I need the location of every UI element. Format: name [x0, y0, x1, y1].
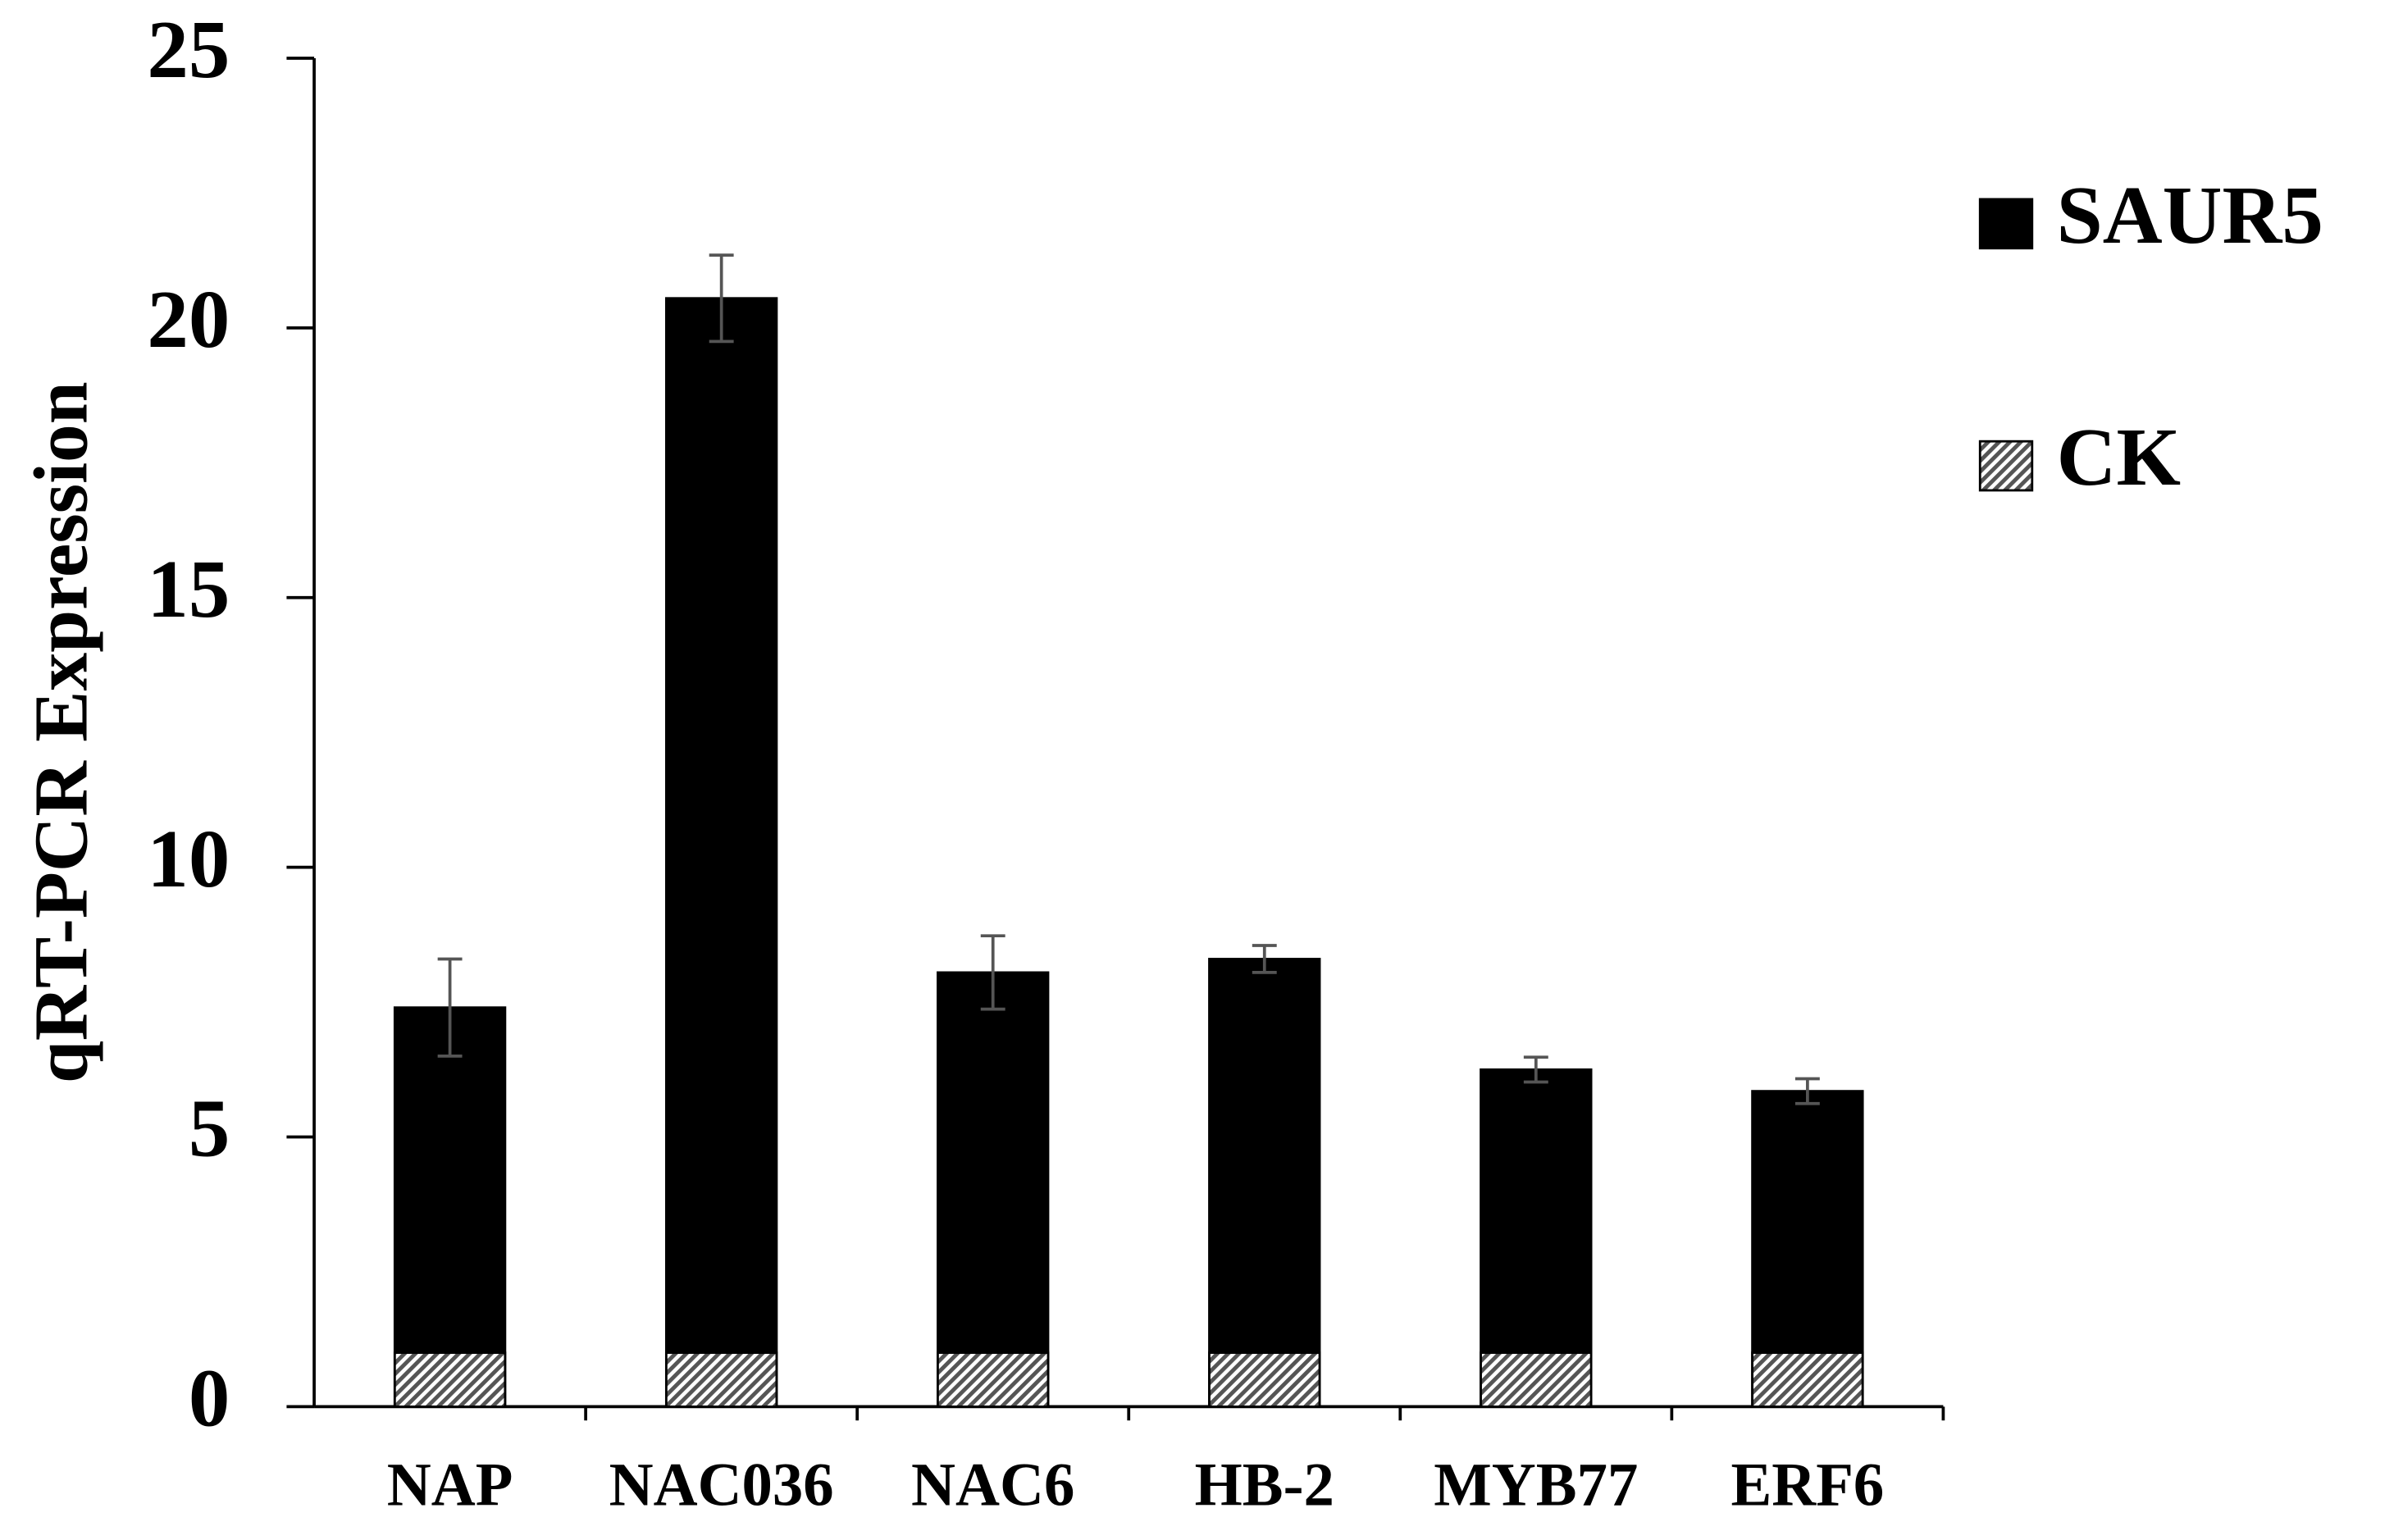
- bar: [664, 1351, 778, 1408]
- error-bar: [980, 934, 1005, 1011]
- y-axis-label: qRT-PCR Expression: [20, 381, 104, 1083]
- legend-label: SAUR5: [2057, 169, 2323, 261]
- y-tick-label: 5: [189, 1082, 230, 1174]
- bar: [937, 1351, 1050, 1408]
- error-bar: [1252, 944, 1277, 974]
- bar: [937, 971, 1050, 1408]
- x-tick-label: NAC6: [911, 1451, 1074, 1519]
- x-tick-label: NAC036: [609, 1451, 834, 1519]
- bar: [1480, 1351, 1593, 1408]
- x-tick-label: HB-2: [1195, 1451, 1334, 1519]
- legend-swatch: [1978, 440, 2034, 492]
- bar: [1751, 1351, 1864, 1408]
- y-tick-label: 15: [147, 543, 230, 635]
- y-tick-label: 20: [147, 273, 230, 365]
- error-bar: [1794, 1077, 1820, 1105]
- y-tick-label: 10: [147, 813, 230, 904]
- bar: [393, 1351, 507, 1408]
- x-tick-label: ERF6: [1730, 1451, 1884, 1519]
- x-tick-label: NAP: [387, 1451, 513, 1519]
- bar: [1208, 958, 1321, 1408]
- y-tick-label: 25: [147, 3, 230, 95]
- error-bar: [437, 957, 463, 1058]
- error-bar: [709, 253, 734, 344]
- x-tick-label: MYB77: [1434, 1451, 1638, 1519]
- legend-swatch: [1978, 198, 2034, 250]
- bar: [393, 1006, 507, 1408]
- error-bar: [1523, 1055, 1548, 1084]
- y-tick-label: 0: [189, 1352, 230, 1444]
- bar: [1208, 1351, 1321, 1408]
- bar: [664, 297, 778, 1408]
- legend-label: CK: [2057, 411, 2181, 503]
